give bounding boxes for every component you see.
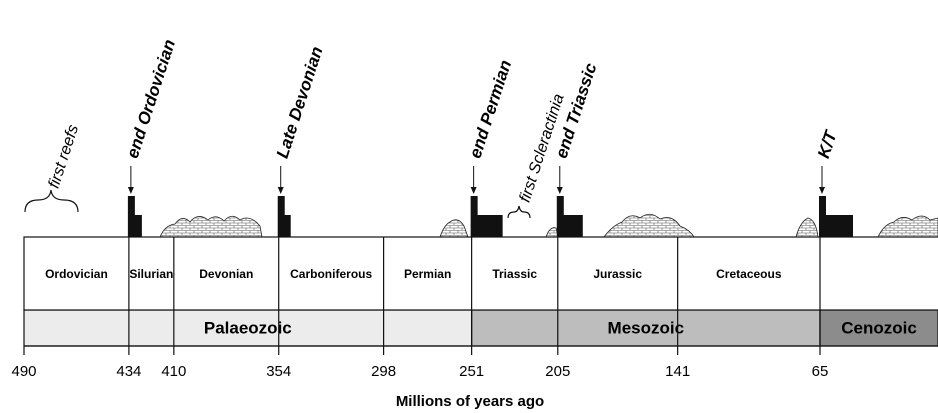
period-label: Silurian: [129, 267, 173, 281]
period-label: Carboniferous: [290, 267, 372, 281]
arrow-head: [819, 187, 825, 194]
event-label: K/T: [814, 127, 841, 160]
period-label: Ordovician: [45, 267, 108, 281]
era-label: Cenozoic: [841, 318, 917, 337]
period-label: Devonian: [199, 267, 253, 281]
event-label: end Permian: [466, 58, 516, 161]
tick-label: 65: [812, 363, 829, 380]
extinction-bar: [277, 196, 285, 237]
period-row: [23, 236, 938, 311]
axis-label: Millions of years ago: [396, 393, 544, 410]
extinction-bar: [556, 196, 564, 237]
tick-label: 205: [545, 363, 570, 380]
period-label: Triassic: [492, 267, 537, 281]
extinction-bar: [562, 215, 583, 237]
extinction-bar: [133, 215, 142, 237]
tick-label: 434: [116, 363, 141, 380]
tick-label: 354: [266, 363, 291, 380]
extinction-bar: [283, 215, 291, 237]
extinction-bar: [825, 215, 853, 237]
arrow-head: [556, 187, 563, 194]
tick-label: 298: [371, 363, 396, 380]
era-label: Palaeozoic: [204, 318, 292, 337]
tick-label: 141: [665, 363, 690, 380]
extinction-bar: [127, 196, 135, 237]
period-label: Permian: [404, 267, 451, 281]
period-label: Jurassic: [593, 267, 642, 281]
tick-label: 410: [161, 363, 186, 380]
tick-label: 490: [11, 363, 36, 380]
era-label: Mesozoic: [608, 318, 685, 337]
event-label: Late Devonian: [273, 44, 327, 160]
extinction-bar: [819, 196, 826, 237]
extinction-bar: [470, 196, 478, 237]
arrow-head: [470, 187, 477, 194]
arrow-head: [277, 187, 284, 194]
extinction-bar: [476, 215, 503, 237]
tick-label: 251: [459, 363, 484, 380]
braces: [24, 189, 531, 219]
event-label: end Ordovician: [123, 37, 179, 161]
period-label: Cretaceous: [716, 267, 782, 281]
note-label: first reefs: [46, 123, 83, 191]
arrow-head: [127, 187, 134, 194]
reef-mounds: [159, 213, 938, 238]
